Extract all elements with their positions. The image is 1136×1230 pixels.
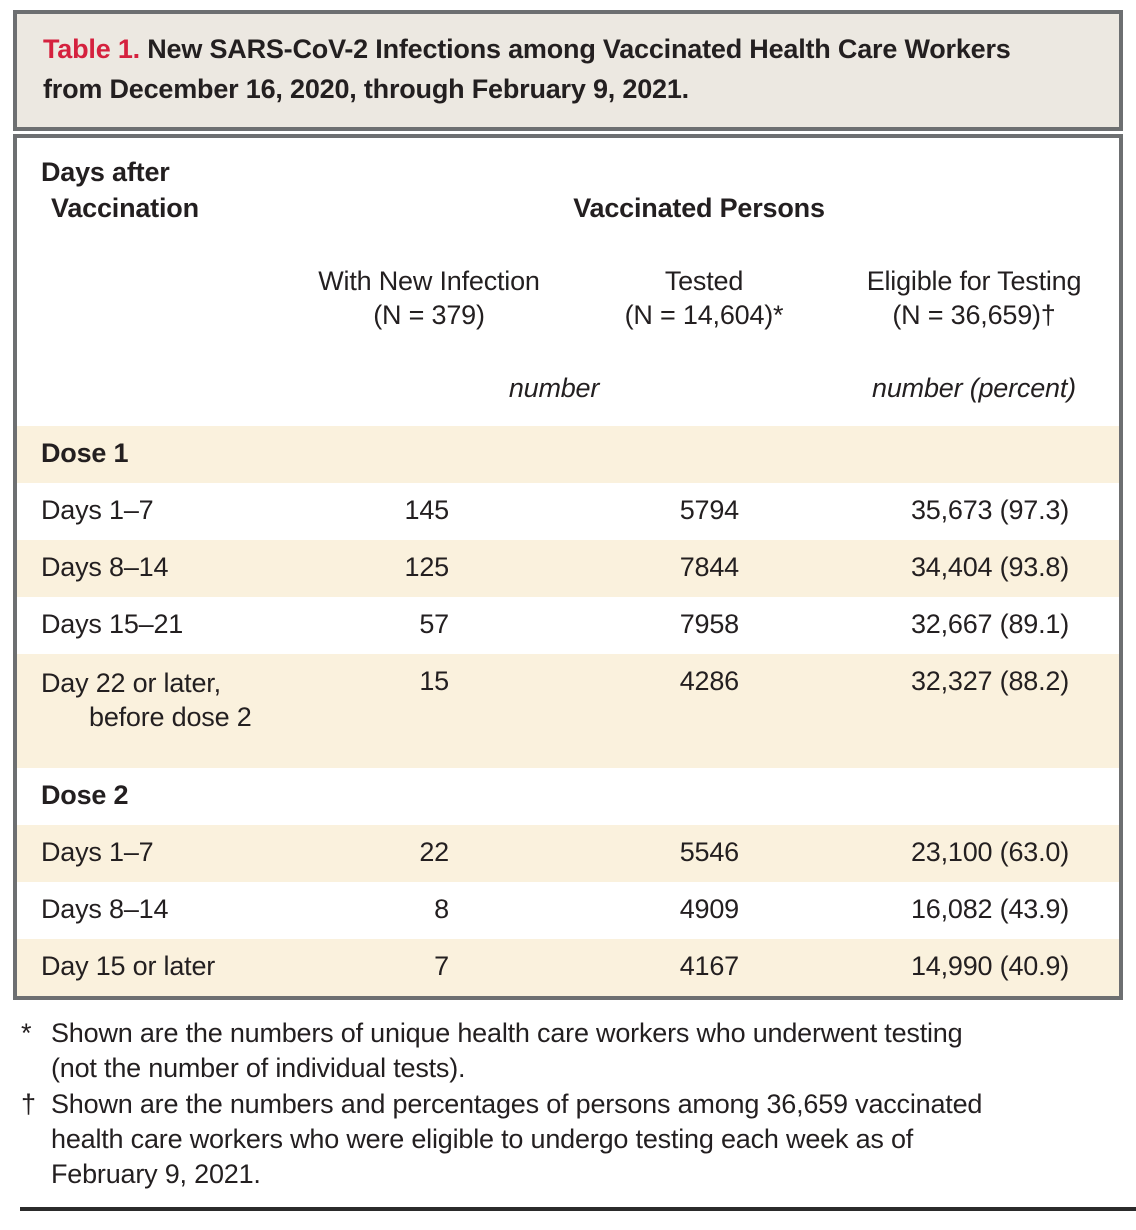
row-value-infection: 57 bbox=[419, 609, 449, 639]
column-header-tested-n: (N = 14,604)* bbox=[624, 300, 784, 330]
row-label-line1: Days 15–21 bbox=[41, 609, 184, 639]
row-value-tested: 7958 bbox=[679, 609, 739, 639]
table-row: Days 1–7 145 5794 35,673 (97.3) bbox=[17, 483, 1119, 540]
row-value-tested: 5546 bbox=[679, 837, 739, 867]
row-value-tested: 7844 bbox=[679, 552, 739, 582]
table-header-row-group: Days after Vaccination Vaccinated Person… bbox=[17, 154, 1119, 226]
row-value-eligible: 23,100 (63.0) bbox=[910, 837, 1069, 867]
stub-header-line1: Days after bbox=[41, 157, 170, 187]
row-label-line1: Day 15 or later bbox=[41, 951, 216, 981]
row-value-eligible: 14,990 (40.9) bbox=[910, 951, 1069, 981]
column-group-header: Vaccinated Persons bbox=[573, 193, 825, 223]
column-header-eligible: Eligible for Testing (N = 36,659)† bbox=[829, 264, 1119, 332]
row-label: Days 15–21 bbox=[17, 609, 279, 639]
row-value-tested: 4909 bbox=[679, 894, 739, 924]
row-label: Days 8–14 bbox=[17, 552, 279, 582]
column-header-infection-n: (N = 379) bbox=[373, 300, 485, 330]
units-label-eligible: number (percent) bbox=[872, 373, 1076, 403]
row-label: Days 8–14 bbox=[17, 894, 279, 924]
footnote: * Shown are the numbers of unique health… bbox=[21, 1016, 1136, 1086]
row-label: Day 15 or later bbox=[17, 951, 279, 981]
footnote-line: Shown are the numbers of unique health c… bbox=[51, 1018, 963, 1048]
row-label-line2: before dose 2 bbox=[89, 702, 252, 732]
footnote: † Shown are the numbers and percentages … bbox=[21, 1087, 1136, 1192]
row-label: Days 1–7 bbox=[17, 837, 279, 867]
row-value-infection: 125 bbox=[404, 552, 450, 582]
stub-header-line2: Vaccination bbox=[51, 193, 199, 223]
row-label-line1: Day 22 or later, bbox=[41, 668, 221, 698]
footnote-text: Shown are the numbers of unique health c… bbox=[51, 1016, 963, 1086]
table-row: Days 1–7 22 5546 23,100 (63.0) bbox=[17, 825, 1119, 882]
column-header-infection-label: With New Infection bbox=[318, 266, 540, 296]
footnote-line: (not the number of individual tests). bbox=[51, 1053, 466, 1083]
row-value-infection: 15 bbox=[419, 666, 449, 696]
column-header-tested: Tested (N = 14,604)* bbox=[579, 264, 829, 332]
row-value-eligible: 32,327 (88.2) bbox=[910, 666, 1069, 696]
footnote-marker: * bbox=[21, 1018, 32, 1048]
table-row: Days 15–21 57 7958 32,667 (89.1) bbox=[17, 597, 1119, 654]
table-body: Days after Vaccination Vaccinated Person… bbox=[13, 134, 1123, 1000]
row-label: Day 22 or later, before dose 2 bbox=[17, 666, 279, 734]
table-rows: Dose 1 Days 1–7 145 5794 35,673 (97.3) D… bbox=[17, 426, 1119, 996]
row-value-tested: 4286 bbox=[679, 666, 739, 696]
table-row: Day 15 or later 7 4167 14,990 (40.9) bbox=[17, 939, 1119, 996]
row-value-eligible: 35,673 (97.3) bbox=[910, 495, 1069, 525]
row-value-infection: 8 bbox=[434, 894, 449, 924]
footnote-line: Shown are the numbers and percentages of… bbox=[51, 1089, 983, 1119]
row-value-tested: 5794 bbox=[679, 495, 739, 525]
table-section-row: Dose 1 bbox=[17, 426, 1119, 483]
footnote-line: February 9, 2021. bbox=[51, 1159, 261, 1189]
table-section-row: Dose 2 bbox=[17, 768, 1119, 825]
row-value-eligible: 32,667 (89.1) bbox=[910, 609, 1069, 639]
table-title-box: Table 1. New SARS-CoV-2 Infections among… bbox=[13, 10, 1123, 131]
section-label: Dose 1 bbox=[41, 438, 129, 468]
stub-header: Days after Vaccination bbox=[17, 154, 279, 226]
table-header-row-columns: With New Infection (N = 379) Tested (N =… bbox=[17, 264, 1119, 332]
footnote-marker: † bbox=[21, 1089, 36, 1119]
row-value-tested: 4167 bbox=[679, 951, 739, 981]
row-value-infection: 145 bbox=[404, 495, 450, 525]
column-header-tested-label: Tested bbox=[664, 266, 744, 296]
column-header-eligible-label: Eligible for Testing bbox=[866, 266, 1082, 296]
footnotes: * Shown are the numbers of unique health… bbox=[21, 1016, 1136, 1192]
table-row: Day 22 or later, before dose 2 15 4286 3… bbox=[17, 654, 1119, 768]
table-row: Days 8–14 125 7844 34,404 (93.8) bbox=[17, 540, 1119, 597]
section-label: Dose 2 bbox=[41, 780, 129, 810]
table-title-text: New SARS-CoV-2 Infections among Vaccinat… bbox=[147, 34, 1011, 64]
row-label: Days 1–7 bbox=[17, 495, 279, 525]
row-label-line1: Days 1–7 bbox=[41, 837, 154, 867]
column-header-infection: With New Infection (N = 379) bbox=[279, 264, 579, 332]
row-label-line1: Days 8–14 bbox=[41, 552, 169, 582]
units-label-counts: number bbox=[508, 373, 600, 403]
row-value-eligible: 16,082 (43.9) bbox=[910, 894, 1069, 924]
footnote-text: Shown are the numbers and percentages of… bbox=[51, 1087, 982, 1192]
row-value-infection: 7 bbox=[434, 951, 449, 981]
table-row: Days 8–14 8 4909 16,082 (43.9) bbox=[17, 882, 1119, 939]
column-header-eligible-n: (N = 36,659)† bbox=[892, 300, 1056, 330]
bottom-rule bbox=[20, 1207, 1136, 1211]
row-label-line1: Days 8–14 bbox=[41, 894, 169, 924]
row-value-eligible: 34,404 (93.8) bbox=[910, 552, 1069, 582]
table-title-line2: from December 16, 2020, through February… bbox=[43, 74, 689, 104]
footnote-line: health care workers who were eligible to… bbox=[51, 1124, 914, 1154]
row-label-line1: Days 1–7 bbox=[41, 495, 154, 525]
table-header-row-units: number number (percent) bbox=[17, 372, 1119, 404]
row-value-infection: 22 bbox=[419, 837, 449, 867]
table-number-label: Table 1. bbox=[43, 34, 140, 64]
table-title-line1: Table 1. New SARS-CoV-2 Infections among… bbox=[43, 29, 1093, 69]
